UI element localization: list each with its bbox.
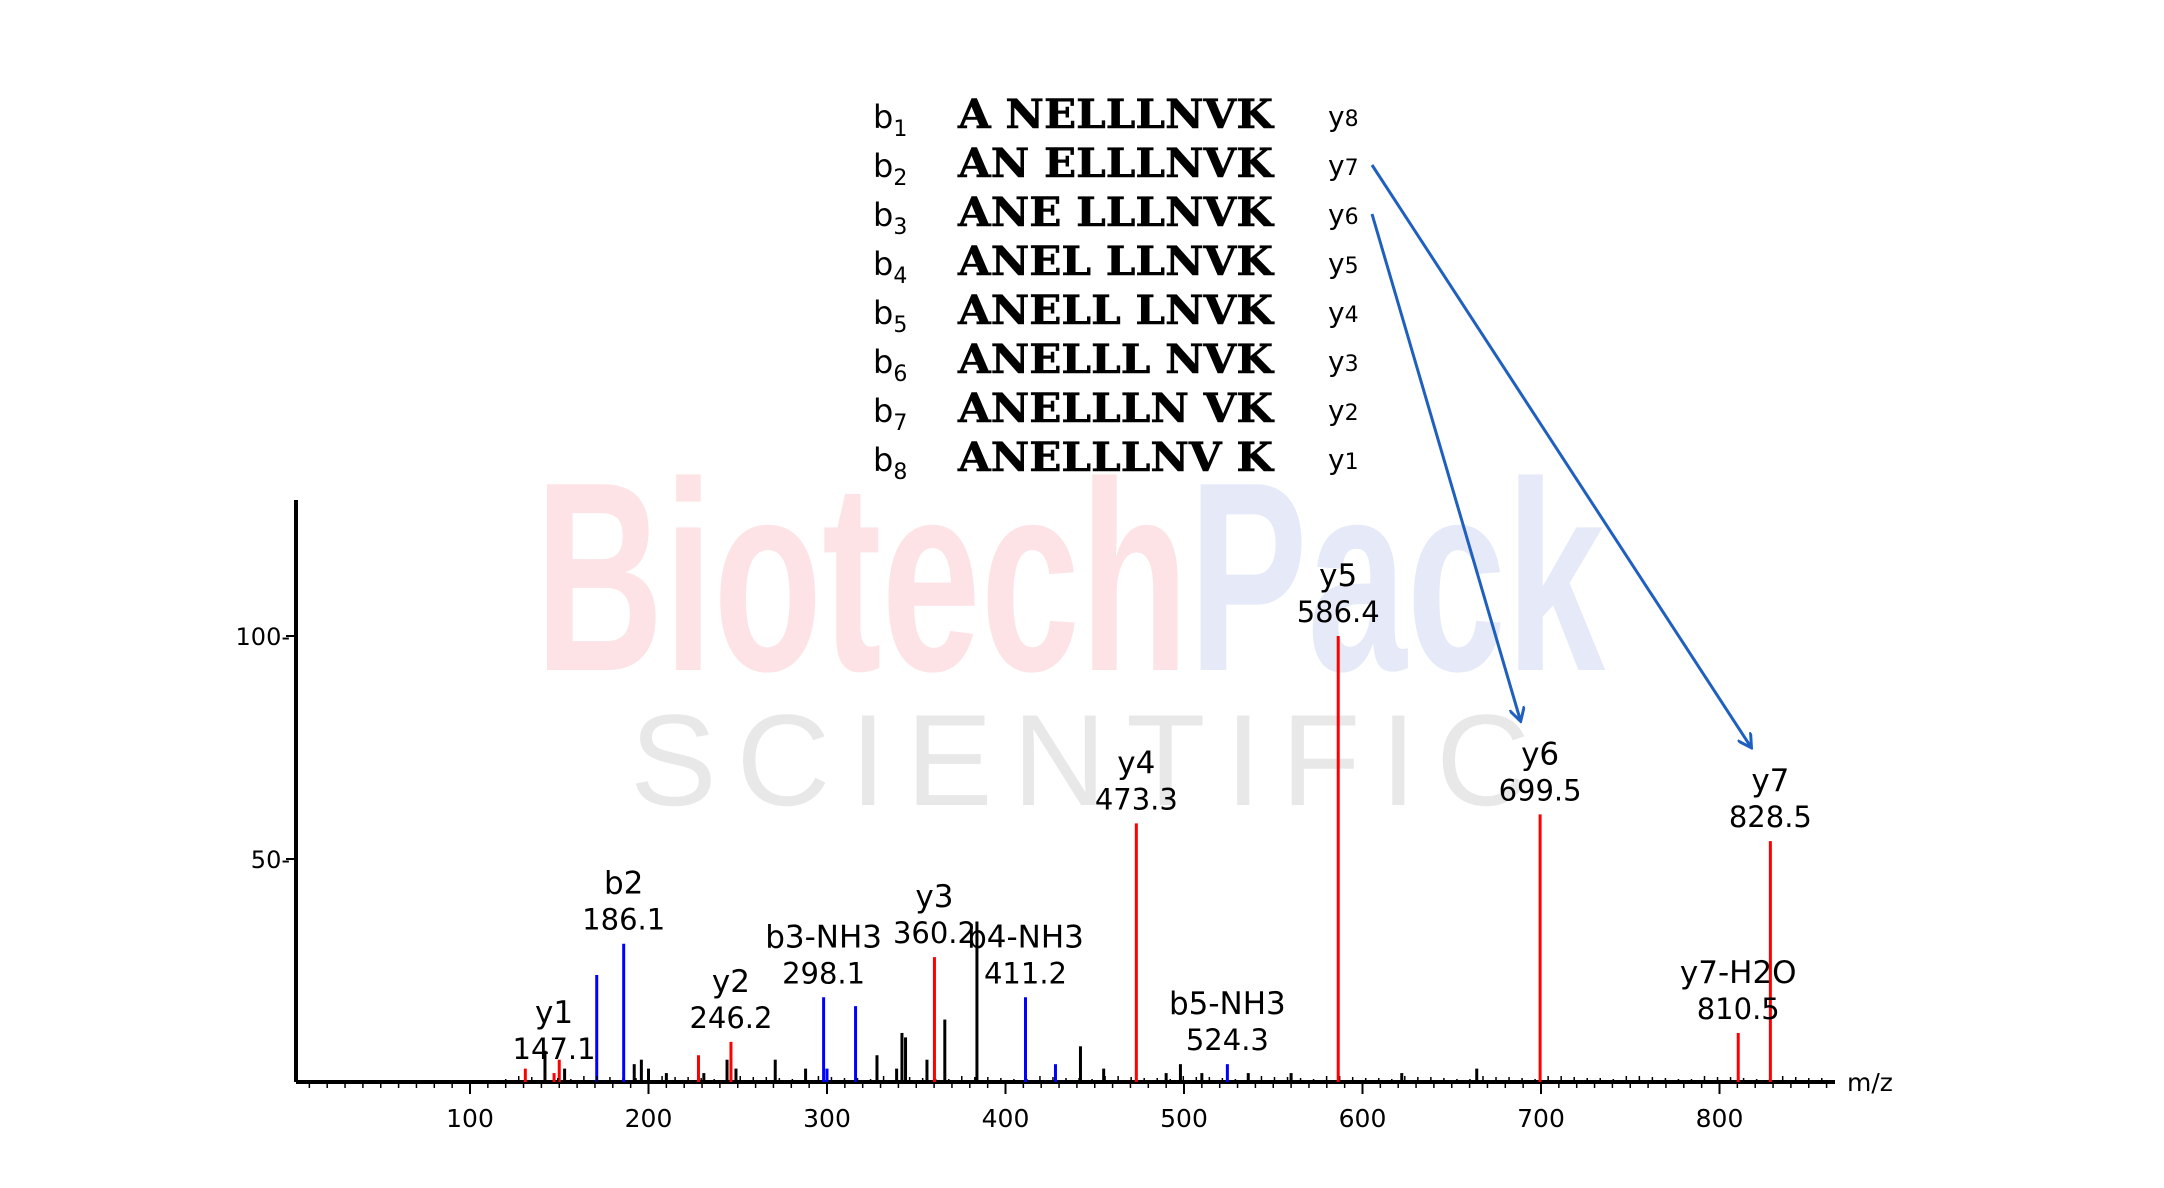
peak-label-mz: 699.5 [1499,773,1582,807]
peak-label-mz: 360.2 [893,916,976,950]
peak-labels: y1147.1b2186.1y2246.2b3-NH3298.1y3360.2b… [513,558,1812,1066]
peak-label-name: y1 [535,995,573,1031]
x-tick-label: 500 [1160,1104,1208,1133]
x-tick-label: 600 [1339,1104,1387,1133]
peptide-fragment: ANELLLN VK [957,385,1274,432]
peptide-fragment: ANE LLLNVK [957,189,1274,236]
b-ion-label: b5 [873,294,907,338]
x-tick-label: 800 [1696,1104,1744,1133]
y-ion-label: y7 [1328,149,1359,182]
peptide-fragment: ANELLL NVK [957,336,1274,383]
y-ion-label: y4 [1328,296,1359,329]
sequence-table: b1 A NELLLNVK y8 b2 AN ELLLNVK y7 b3 ANE LLLNVK… [873,91,1359,485]
peak-label-name: b3-NH3 [765,919,882,955]
peptide-fragment: ANELLLNV K [957,434,1274,481]
b-ion-label: b1 [873,98,907,142]
b-ion-label: b3 [873,196,907,240]
b-ion-label: b8 [873,441,907,485]
peptide-fragment: ANEL LLNVK [957,238,1274,285]
peak-label-name: y6 [1521,736,1559,772]
chart-axes: 100 200 300 400 500 600 700 800 m/z 50- 100- [236,500,1893,1133]
b-ion-label: b4 [873,245,907,289]
y-ion-label: y5 [1328,247,1359,280]
y-tick-label: 50- [251,846,290,874]
peptide-fragment: A NELLLNVK [957,91,1274,138]
peak-label-name: b4-NH3 [967,919,1084,955]
peak-label-name: y5 [1319,558,1357,594]
peak-label-name: y7-H2O [1680,955,1797,991]
peak-label-name: y2 [712,964,750,1000]
fragment-arrows [1370,164,1750,746]
fragment-arrow-y6 [1370,213,1520,719]
peak-label-mz: 298.1 [782,956,865,990]
peak-label-name: y4 [1117,745,1155,781]
b-ion-label: b2 [873,147,907,191]
watermark-subtitle: SCIENTIFIC [630,687,1530,833]
peak-label-mz: 586.4 [1297,595,1380,629]
x-tick-label: 700 [1517,1104,1565,1133]
watermark-red-part: Biotech [535,427,1189,728]
peaks [504,636,1823,1082]
peak-label-mz: 411.2 [984,956,1067,990]
watermark-logo: BiotechPack [535,427,1606,728]
peptide-fragment: AN ELLLNVK [957,140,1274,187]
watermark-blue-part: Pack [1189,427,1606,728]
x-tick-label: 300 [803,1104,851,1133]
peak-label-mz: 186.1 [582,903,665,937]
peak-label-name: b5-NH3 [1169,986,1286,1022]
peak-label-mz: 810.5 [1697,992,1780,1026]
peak-label-mz: 147.1 [513,1032,596,1066]
x-tick-label: 400 [982,1104,1030,1133]
peak-label-name: y3 [915,879,953,915]
x-tick-label: 100 [446,1104,494,1133]
y-ion-label: y8 [1328,100,1359,133]
y-tick-label: 100- [236,623,290,651]
peak-label-mz: 246.2 [689,1001,772,1035]
fragment-arrow-y7 [1370,164,1750,746]
peak-label-mz: 473.3 [1095,782,1178,816]
peptide-fragment: ANELL LNVK [957,287,1274,334]
peak-label-mz: 828.5 [1729,800,1812,834]
watermark: BiotechPack SCIENTIFIC [535,427,1606,833]
x-axis-label: m/z [1847,1068,1893,1097]
b-ion-label: b6 [873,343,907,387]
y-ion-label: y1 [1328,443,1359,476]
y-ion-label: y6 [1328,198,1359,231]
b-ion-label: b7 [873,392,907,436]
peak-label-name: b2 [604,866,643,902]
peak-label-name: y7 [1751,763,1789,799]
y-ion-label: y3 [1328,345,1359,378]
y-ion-label: y2 [1328,394,1359,427]
peak-label-mz: 524.3 [1186,1023,1269,1057]
x-tick-label: 200 [625,1104,673,1133]
